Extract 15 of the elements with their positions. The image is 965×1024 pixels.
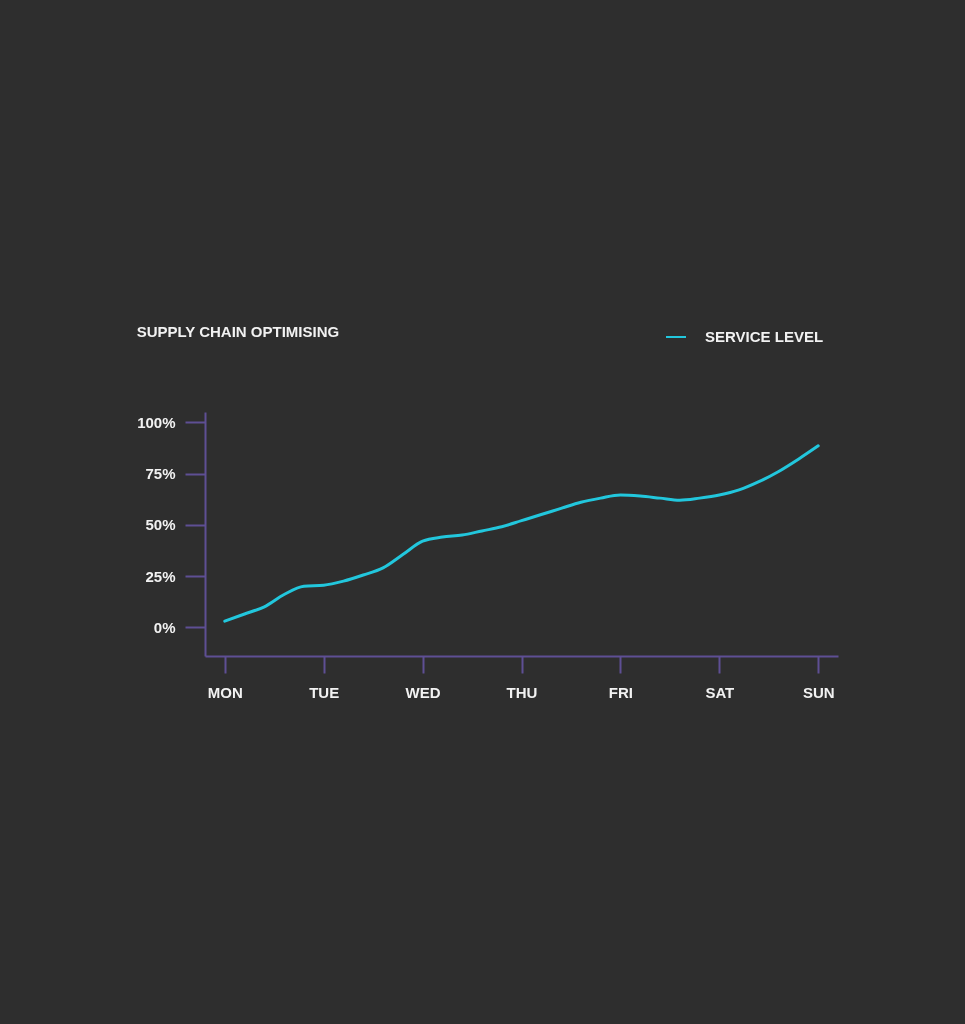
y-tick-label: 0% [153, 618, 176, 636]
chart-title: SUPPLY CHAIN OPTIMISING [136, 323, 340, 340]
x-tick-label: TUE [309, 683, 340, 701]
line-series [223, 444, 820, 623]
x-tick-label: MON [207, 683, 243, 701]
y-tick-label: 75% [145, 465, 176, 483]
x-tick-label: THU [506, 683, 538, 701]
x-tick-label: WED [405, 683, 441, 701]
y-tick-label: 50% [145, 516, 176, 534]
x-tick-label: SAT [705, 683, 735, 701]
x-tick-label: SUN [802, 683, 835, 701]
y-tick-label: 25% [145, 567, 176, 585]
legend-label: SERVICE LEVEL [705, 328, 824, 345]
x-tick-label: FRI [608, 683, 633, 701]
y-tick-label: 100% [137, 413, 176, 431]
